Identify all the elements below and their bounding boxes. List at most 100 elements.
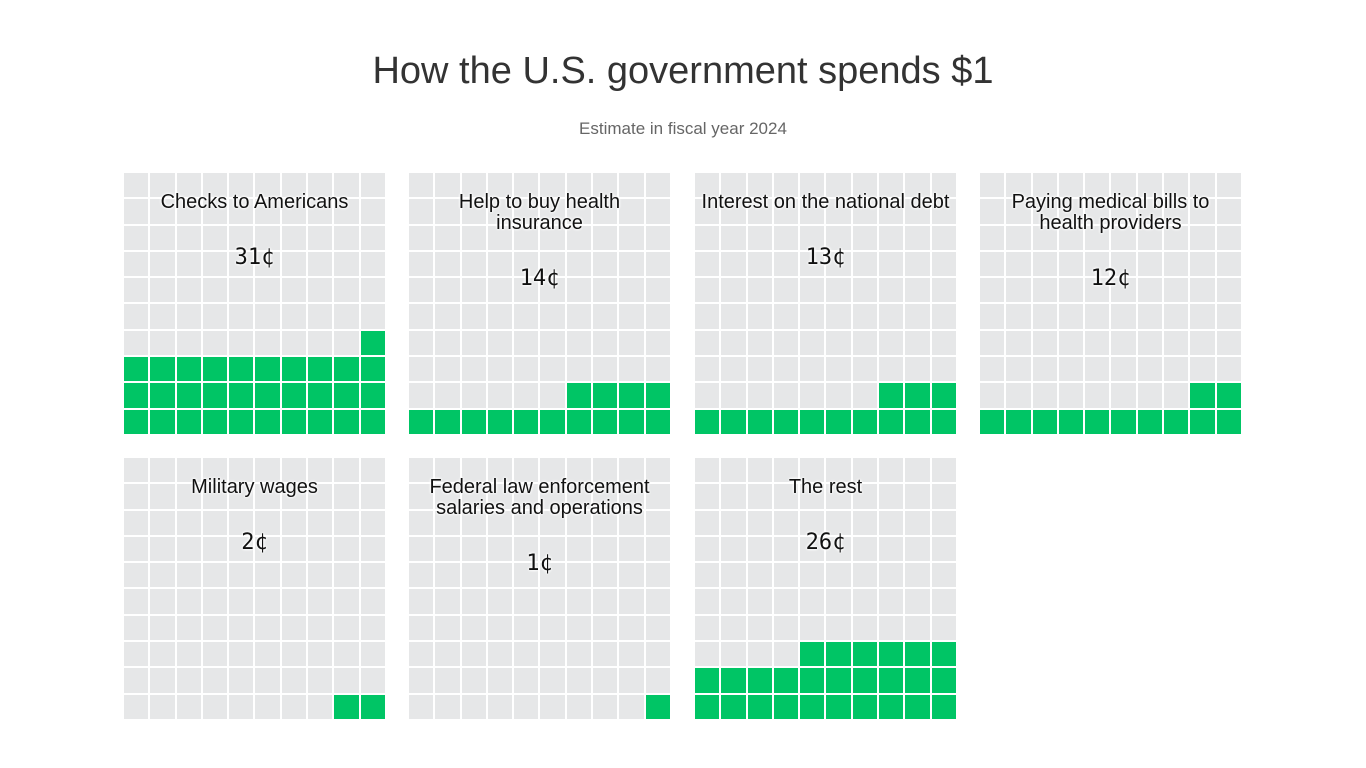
empty-cell: [150, 536, 175, 562]
empty-cell: [980, 357, 1005, 382]
filled-cell: [124, 383, 149, 408]
filled-cell: [360, 330, 385, 356]
empty-cell: [721, 225, 746, 250]
empty-cell: [514, 484, 539, 509]
empty-cell: [514, 278, 539, 303]
empty-cell: [619, 589, 644, 614]
empty-cell: [409, 510, 434, 535]
filled-cell: [360, 383, 385, 408]
empty-cell: [1164, 278, 1189, 303]
waffle-grid: [124, 458, 385, 719]
empty-cell: [1032, 278, 1057, 303]
empty-cell: [747, 173, 772, 198]
empty-cell: [255, 458, 280, 483]
empty-cell: [1006, 357, 1031, 382]
empty-cell: [281, 563, 307, 588]
empty-cell: [566, 642, 592, 667]
empty-cell: [905, 173, 930, 198]
empty-cell: [334, 225, 359, 250]
empty-cell: [566, 225, 592, 250]
empty-cell: [645, 304, 670, 329]
waffle-panel: The rest 26¢: [695, 458, 956, 719]
empty-cell: [879, 251, 904, 277]
empty-cell: [905, 484, 930, 509]
empty-cell: [1006, 199, 1031, 224]
empty-cell: [980, 383, 1005, 408]
filled-cell: [747, 409, 772, 434]
empty-cell: [202, 589, 228, 614]
empty-cell: [124, 225, 149, 250]
filled-cell: [826, 409, 851, 434]
empty-cell: [176, 536, 201, 562]
empty-cell: [1164, 173, 1189, 198]
empty-cell: [150, 510, 175, 535]
empty-cell: [124, 589, 149, 614]
empty-cell: [593, 199, 618, 224]
filled-cell: [905, 409, 930, 434]
empty-cell: [879, 615, 904, 641]
filled-cell: [879, 694, 904, 719]
empty-cell: [619, 330, 644, 356]
empty-cell: [566, 510, 592, 535]
empty-cell: [645, 173, 670, 198]
empty-cell: [176, 304, 201, 329]
filled-cell: [202, 409, 228, 434]
empty-cell: [619, 668, 644, 693]
empty-cell: [360, 199, 385, 224]
empty-cell: [124, 694, 149, 719]
empty-cell: [852, 383, 878, 408]
empty-cell: [540, 589, 565, 614]
empty-cell: [1137, 304, 1163, 329]
empty-cell: [334, 589, 359, 614]
filled-cell: [879, 383, 904, 408]
waffle-panel: Paying medical bills to health providers…: [980, 173, 1241, 434]
empty-cell: [202, 484, 228, 509]
empty-cell: [721, 484, 746, 509]
empty-cell: [1085, 278, 1110, 303]
empty-cell: [487, 173, 513, 198]
empty-cell: [1111, 199, 1136, 224]
empty-cell: [619, 199, 644, 224]
empty-cell: [931, 173, 956, 198]
empty-cell: [487, 642, 513, 667]
empty-cell: [1006, 383, 1031, 408]
empty-cell: [566, 615, 592, 641]
empty-cell: [879, 484, 904, 509]
empty-cell: [1058, 383, 1084, 408]
empty-cell: [800, 615, 825, 641]
empty-cell: [461, 251, 486, 277]
empty-cell: [308, 642, 333, 667]
filled-cell: [461, 409, 486, 434]
empty-cell: [281, 536, 307, 562]
empty-cell: [1111, 251, 1136, 277]
filled-cell: [281, 383, 307, 408]
empty-cell: [461, 278, 486, 303]
empty-cell: [514, 199, 539, 224]
empty-cell: [980, 278, 1005, 303]
empty-cell: [308, 536, 333, 562]
empty-cell: [593, 278, 618, 303]
empty-cell: [747, 330, 772, 356]
empty-cell: [360, 668, 385, 693]
empty-cell: [229, 484, 254, 509]
empty-cell: [826, 536, 851, 562]
empty-cell: [1137, 225, 1163, 250]
empty-cell: [800, 536, 825, 562]
filled-cell: [308, 409, 333, 434]
empty-cell: [334, 484, 359, 509]
waffle-grid: [409, 173, 670, 434]
empty-cell: [721, 642, 746, 667]
empty-cell: [229, 510, 254, 535]
filled-cell: [931, 642, 956, 667]
empty-cell: [540, 330, 565, 356]
empty-cell: [773, 536, 799, 562]
filled-cell: [1111, 409, 1136, 434]
empty-cell: [566, 330, 592, 356]
empty-cell: [229, 694, 254, 719]
empty-cell: [514, 383, 539, 408]
empty-cell: [461, 458, 486, 483]
chart-title: How the U.S. government spends $1: [372, 50, 994, 92]
empty-cell: [645, 251, 670, 277]
empty-cell: [566, 563, 592, 588]
empty-cell: [800, 458, 825, 483]
